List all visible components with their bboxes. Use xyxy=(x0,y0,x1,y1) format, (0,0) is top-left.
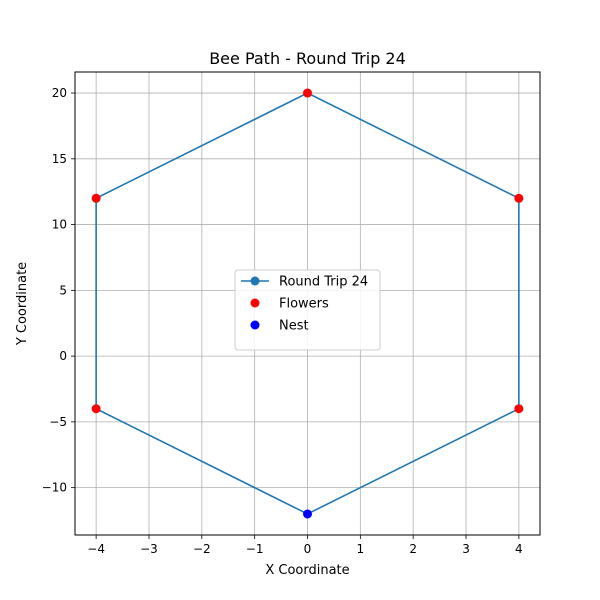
x-tick-label: 0 xyxy=(304,542,312,556)
y-tick-label: 15 xyxy=(52,152,67,166)
legend-label: Flowers xyxy=(279,297,329,312)
x-tick-label: −1 xyxy=(246,542,264,556)
chart-title: Bee Path - Round Trip 24 xyxy=(209,49,406,68)
x-tick-label: −3 xyxy=(140,542,158,556)
x-tick-label: 4 xyxy=(515,542,523,556)
legend-box xyxy=(234,269,381,351)
y-tick-label: −5 xyxy=(49,415,67,429)
y-tick-label: 10 xyxy=(52,218,67,232)
x-tick-label: −2 xyxy=(193,542,211,556)
flowers-point xyxy=(514,193,524,203)
nest-point xyxy=(303,509,312,519)
y-tick-label: −10 xyxy=(42,481,67,495)
x-tick-label: 3 xyxy=(462,542,470,556)
x-tick-label: 2 xyxy=(409,542,417,556)
legend-marker-swatch xyxy=(250,298,260,308)
series-layer xyxy=(91,88,524,519)
legend-label: Nest xyxy=(279,319,309,334)
x-tick-label: 1 xyxy=(357,542,365,556)
legend: Round Trip 24 Flowers Nest xyxy=(234,269,381,351)
x-axis-label: X Coordinate xyxy=(265,563,349,578)
flowers-point xyxy=(514,404,524,414)
y-axis-label: Y Coordinate xyxy=(15,262,30,346)
flowers-point xyxy=(91,193,101,203)
flowers-point xyxy=(91,404,101,414)
y-tick-label: 5 xyxy=(59,283,67,297)
y-tick-label: 20 xyxy=(52,86,67,100)
y-tick-label: 0 xyxy=(59,349,67,363)
legend-label: Round Trip 24 xyxy=(279,275,368,290)
legend-marker-swatch xyxy=(250,320,260,330)
legend-marker-swatch xyxy=(250,276,260,286)
x-tick-label: −4 xyxy=(87,542,105,556)
flowers-point xyxy=(303,88,312,98)
